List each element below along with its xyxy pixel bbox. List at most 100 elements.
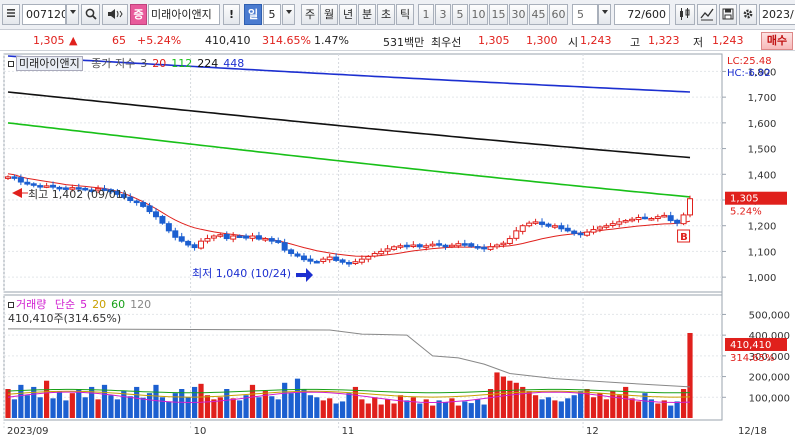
stock-code-input[interactable]: 007120 xyxy=(22,4,66,25)
candle-body xyxy=(307,258,314,262)
vol-ma60-label[interactable]: 60 xyxy=(111,298,126,311)
price-tick-label: 1,400 xyxy=(748,170,777,181)
volume-bar xyxy=(578,391,584,418)
volume-bar xyxy=(11,399,18,418)
volume-bar xyxy=(597,393,603,418)
price-volume-chart[interactable]: 1,8001,7001,6001,5001,4001,3001,2001,100… xyxy=(0,52,795,440)
settings-icon[interactable] xyxy=(739,4,757,25)
price-tick-label: 1,800 xyxy=(748,67,777,78)
price-legend-indicator[interactable]: 종가 지수 xyxy=(91,57,136,70)
period-tick-button[interactable]: 틱 xyxy=(396,4,414,25)
interval-10-button[interactable]: 10 xyxy=(469,4,488,25)
candle-body xyxy=(513,230,520,239)
ma112-label[interactable]: 112 xyxy=(171,57,193,70)
date-field[interactable]: 2023/12 xyxy=(759,4,795,25)
volume-ratio: 314.65% xyxy=(262,34,311,47)
candle-body xyxy=(88,189,95,192)
speaker-icon[interactable] xyxy=(102,4,128,25)
period-dropdown-icon[interactable] xyxy=(282,4,295,25)
alert-button[interactable]: ! xyxy=(223,4,240,25)
buy-button[interactable]: 매수 xyxy=(761,32,793,50)
volume-bar xyxy=(140,397,146,418)
candle-body xyxy=(436,243,443,246)
vol-ma5-label[interactable]: 5 xyxy=(80,298,88,311)
best-ask-price: 1,305 xyxy=(478,34,510,47)
volume-bar xyxy=(610,391,616,418)
interval-45-button[interactable]: 45 xyxy=(529,4,548,25)
interval-30-button[interactable]: 30 xyxy=(509,4,528,25)
ma448-label[interactable]: 448 xyxy=(223,57,245,70)
chart-area[interactable]: 1,8001,7001,6001,5001,4001,3001,2001,100… xyxy=(0,52,795,440)
vol-ma5-line xyxy=(7,391,691,404)
ma448-line xyxy=(7,55,691,93)
vol-ma20-label[interactable]: 20 xyxy=(92,298,107,311)
interval-3-button[interactable]: 3 xyxy=(435,4,451,25)
candle-body xyxy=(101,188,108,191)
interval-dropdown-icon[interactable] xyxy=(598,4,611,25)
indicator-icon[interactable] xyxy=(697,4,717,25)
volume-bar xyxy=(339,401,346,418)
candle-body xyxy=(262,238,269,241)
period-yearly-button[interactable]: 년 xyxy=(339,4,357,25)
high-annotation: 최고 1,402 (09/01) xyxy=(28,188,128,201)
candle-body xyxy=(461,243,468,246)
stock-name-field[interactable]: 미래아이앤지 xyxy=(148,4,220,25)
volume-tick-label: 100,000 xyxy=(749,393,790,404)
candle-body xyxy=(654,216,661,220)
candle-body xyxy=(185,240,192,246)
vol-ma120-label[interactable]: 120 xyxy=(130,298,152,311)
interval-15-button[interactable]: 15 xyxy=(489,4,508,25)
low-price: 1,243 xyxy=(712,34,744,47)
candle-body xyxy=(275,240,282,243)
candle-body xyxy=(62,187,69,190)
volume-bar xyxy=(282,382,288,418)
interval-input[interactable]: 5 xyxy=(572,4,598,25)
ma3-label[interactable]: 3 xyxy=(140,57,148,70)
period-weekly-button[interactable]: 주 xyxy=(301,4,319,25)
period-monthly-button[interactable]: 월 xyxy=(320,4,338,25)
candle-body xyxy=(82,187,89,191)
period-daily-button[interactable]: 일 xyxy=(244,4,262,25)
candle-body xyxy=(378,250,385,255)
volume-bar xyxy=(127,396,133,418)
current-price-tag xyxy=(725,191,787,205)
vol-ma120-line xyxy=(7,328,691,388)
page-count-field[interactable]: 72/600 xyxy=(614,4,670,25)
period-minute-button[interactable]: 분 xyxy=(358,4,376,25)
high-label: 고 xyxy=(630,36,641,49)
volume-bar xyxy=(37,397,43,418)
ma224-label[interactable]: 224 xyxy=(197,57,219,70)
interval-60-button[interactable]: 60 xyxy=(549,4,568,25)
candle-body xyxy=(217,234,224,237)
period-count-input[interactable]: 5 xyxy=(263,4,281,25)
volume-bar xyxy=(217,397,223,418)
volume-bar xyxy=(69,393,75,418)
volume-legend-name[interactable]: 거래량 xyxy=(16,298,47,311)
signal-badge-text: B xyxy=(680,232,688,243)
candle-body xyxy=(120,194,127,198)
ma20-label[interactable]: 20 xyxy=(152,57,167,70)
candle-body xyxy=(358,258,365,263)
volume-bar xyxy=(56,391,63,418)
search-icon[interactable] xyxy=(81,4,100,25)
volume-bar xyxy=(159,397,166,418)
menu-icon[interactable] xyxy=(2,4,20,25)
code-dropdown-icon[interactable] xyxy=(66,4,79,25)
period-second-button[interactable]: 초 xyxy=(377,4,395,25)
candle-body xyxy=(114,190,121,195)
interval-1-button[interactable]: 1 xyxy=(418,4,434,25)
candle-body xyxy=(313,260,320,264)
low-label: 저 xyxy=(693,36,704,49)
candle-body xyxy=(622,220,629,223)
volume-bar xyxy=(301,389,307,418)
candle-body xyxy=(500,242,507,246)
interval-5-button[interactable]: 5 xyxy=(452,4,468,25)
candle-body xyxy=(230,235,237,240)
volume-bar xyxy=(687,332,693,418)
candle-body xyxy=(609,223,616,226)
chart-tools-icon[interactable] xyxy=(675,4,695,25)
save-icon[interactable] xyxy=(719,4,737,25)
volume-legend-indicator[interactable]: 단순 xyxy=(54,298,76,311)
candle-body xyxy=(326,256,333,261)
price-legend-name[interactable]: 미래아이앤지 xyxy=(16,56,83,71)
